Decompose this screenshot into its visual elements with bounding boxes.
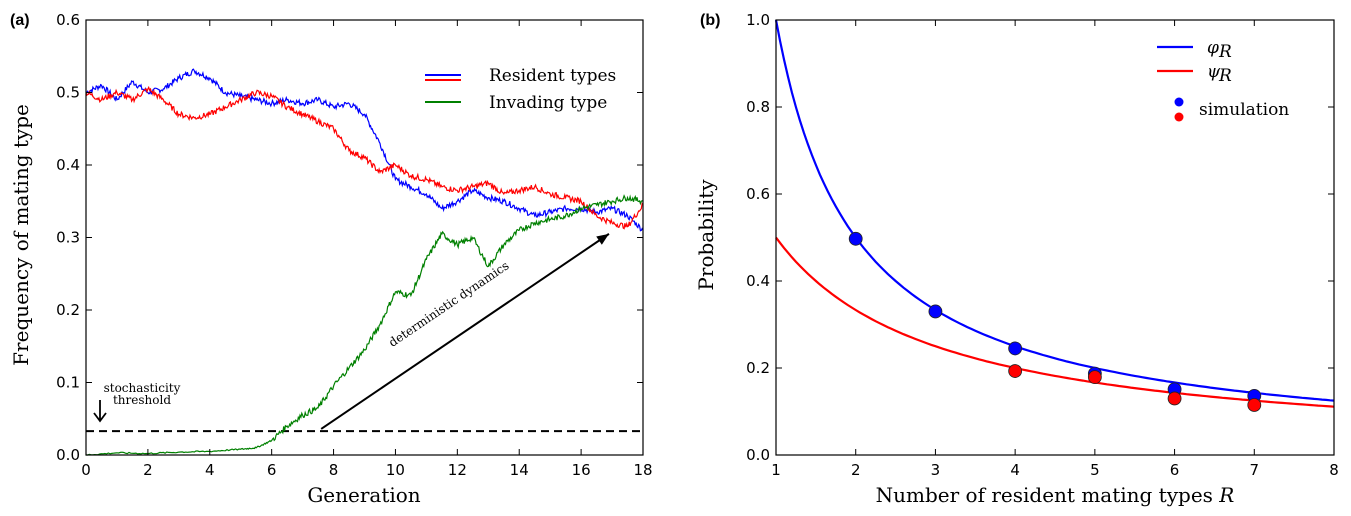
y-tick-label: 0.4 [746, 272, 770, 290]
x-tick-label: 7 [1250, 461, 1260, 479]
x-tick-label: 10 [386, 461, 405, 479]
legend-label: Invading type [489, 93, 607, 113]
x-tick-label: 2 [851, 461, 861, 479]
threshold-label: threshold [113, 393, 171, 407]
simulation-point [928, 304, 943, 319]
legend-label-subscript: R [1218, 42, 1232, 62]
panel-b-label: (b) [700, 12, 720, 29]
series-line [85, 85, 644, 230]
y-tick-label: 0.2 [56, 301, 80, 319]
y-tick-label: 0.6 [56, 11, 80, 29]
theory-curve [775, 236, 1335, 408]
x-tick-label: 6 [267, 461, 277, 479]
threshold-arrow-head [93, 412, 107, 423]
x-tick-label: 5 [1090, 461, 1100, 479]
x-tick-label: 0 [81, 461, 91, 479]
plot-frame [775, 19, 1335, 456]
y-tick-label: 0.0 [56, 446, 80, 464]
y-tick-label: 0.6 [746, 185, 770, 203]
arrow-head [596, 233, 609, 245]
legend-marker [1174, 112, 1184, 122]
legend-label: φ [1207, 38, 1219, 58]
x-tick-label: 8 [1329, 461, 1339, 479]
panel-a-label: (a) [10, 12, 30, 29]
theory-curve [774, 19, 1335, 402]
x-tick-label: 2 [143, 461, 153, 479]
panel-b-xlabel: Number of resident mating types R [876, 483, 1235, 507]
legend-label: Resident types [489, 66, 616, 86]
x-tick-label: 14 [510, 461, 529, 479]
panel-a-plot: deterministic dynamics stochasticitythres… [56, 11, 652, 479]
y-tick-label: 0.1 [56, 374, 80, 392]
arrow-line [320, 233, 610, 430]
panel-b-ylabel: Probability [694, 179, 718, 291]
x-tick-label: 18 [633, 461, 652, 479]
simulation-point [1087, 370, 1102, 385]
simulation-point [1247, 398, 1262, 412]
y-tick-label: 0.8 [746, 98, 770, 116]
simulation-point [1167, 391, 1182, 406]
legend-marker [1174, 97, 1184, 107]
y-tick-label: 1.0 [746, 11, 770, 29]
series-line [85, 68, 644, 232]
series-line [86, 194, 644, 456]
x-tick-label: 1 [771, 461, 781, 479]
y-tick-label: 0.0 [746, 446, 770, 464]
x-tick-label: 6 [1170, 461, 1180, 479]
panel-a-xlabel: Generation [307, 483, 420, 507]
x-tick-label: 8 [329, 461, 339, 479]
y-tick-label: 0.5 [56, 84, 80, 102]
simulation-point [848, 231, 863, 246]
y-tick-label: 0.4 [56, 156, 80, 174]
threshold-label: stochasticity [104, 381, 181, 395]
legend-label: ψ [1207, 62, 1221, 82]
x-tick-label: 12 [448, 461, 467, 479]
panel-a-ylabel: Frequency of mating type [9, 104, 33, 366]
legend-label-subscript: R [1218, 66, 1232, 86]
simulation-point [1008, 341, 1023, 356]
x-tick-label: 3 [931, 461, 941, 479]
legend-label: simulation [1199, 100, 1289, 120]
simulation-point [1008, 364, 1023, 378]
x-tick-label: 4 [205, 461, 215, 479]
y-tick-label: 0.3 [56, 229, 80, 247]
x-tick-label: 4 [1010, 461, 1020, 479]
arrow-label: deterministic dynamics [386, 258, 511, 349]
x-tick-label: 16 [572, 461, 591, 479]
y-tick-label: 0.2 [746, 359, 770, 377]
